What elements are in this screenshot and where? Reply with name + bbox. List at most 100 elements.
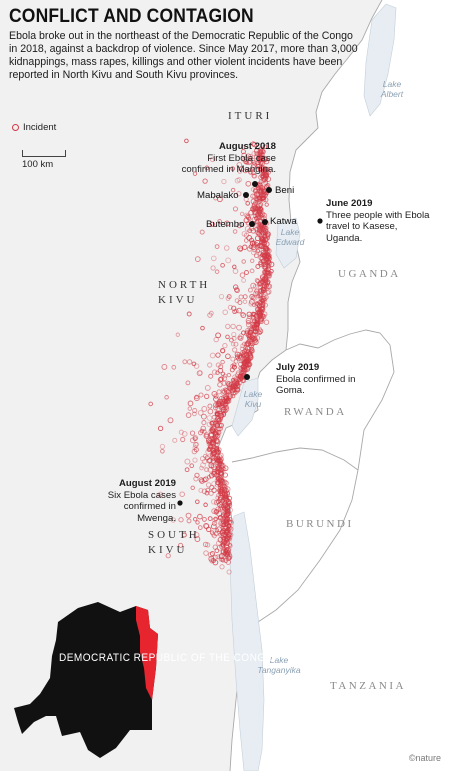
incident-marker <box>255 206 262 213</box>
incident-marker <box>240 311 245 317</box>
incident-marker <box>202 178 208 184</box>
incident-marker <box>230 166 235 171</box>
incident-marker <box>192 411 197 417</box>
incident-marker <box>220 371 226 377</box>
incident-marker <box>207 408 214 415</box>
incident-marker <box>254 288 260 294</box>
incident-marker <box>224 220 230 227</box>
incident-marker <box>209 156 216 163</box>
incident-marker <box>225 296 231 301</box>
incident-marker <box>261 251 268 258</box>
incident-marker <box>175 332 180 337</box>
incident-marker <box>204 467 209 472</box>
incident-marker <box>212 517 218 523</box>
incident-marker <box>201 405 208 412</box>
incident-marker <box>263 319 270 325</box>
incident-marker <box>193 442 199 448</box>
incident-marker <box>215 554 221 560</box>
incident-marker <box>217 404 223 410</box>
incident-marker <box>218 422 224 428</box>
annotation-aug-2019: August 2019 Six Ebola cases confirmed in… <box>86 478 176 524</box>
incident-marker <box>234 177 241 184</box>
incident-marker <box>261 192 267 199</box>
annotation-aug-2018: August 2018 First Ebola case confirmed i… <box>166 141 276 176</box>
incident-marker <box>241 364 247 370</box>
region-ituri: ITURI <box>228 110 273 122</box>
incident-marker <box>202 541 209 548</box>
incident-marker <box>226 294 232 300</box>
country-uganda: UGANDA <box>338 268 401 280</box>
drc-land <box>0 0 382 771</box>
incident-marker <box>226 382 232 389</box>
incident-marker <box>250 170 256 176</box>
incident-marker <box>213 336 219 343</box>
incident-marker <box>256 155 262 161</box>
intro-paragraph: Ebola broke out in the northeast of the … <box>9 30 358 81</box>
annotation-jun-2019-date: June 2019 <box>326 198 373 209</box>
incident-marker <box>191 448 198 455</box>
incident-marker <box>257 307 263 312</box>
incident-marker <box>206 458 212 464</box>
incident-marker <box>225 323 231 330</box>
incident-marker <box>186 518 192 524</box>
incident-marker <box>211 414 217 420</box>
incident-marker <box>223 388 230 394</box>
incident-marker <box>252 284 258 289</box>
incident-marker <box>216 461 223 468</box>
incident-marker <box>227 495 233 501</box>
incident-marker <box>198 487 204 493</box>
incident-marker <box>219 348 226 354</box>
incident-marker <box>225 559 232 565</box>
incident-marker <box>197 513 203 520</box>
incident-marker <box>245 180 252 187</box>
incident-marker <box>250 282 257 289</box>
incident-marker <box>232 206 239 212</box>
incident-marker <box>255 317 261 324</box>
incident-marker <box>245 359 251 365</box>
incident-marker <box>219 500 225 506</box>
incident-marker <box>204 165 210 171</box>
incident-marker <box>210 450 217 456</box>
incident-marker <box>193 395 200 402</box>
incident-marker <box>259 237 266 244</box>
incident-marker <box>217 460 223 466</box>
incident-marker <box>242 294 248 300</box>
incident-marker <box>252 326 258 331</box>
incident-marker <box>257 330 262 336</box>
incident-marker <box>248 301 254 307</box>
incident-marker <box>260 286 266 293</box>
incident-marker <box>243 232 250 238</box>
incident-marker <box>252 247 258 253</box>
incident-marker <box>197 430 203 436</box>
incident-marker <box>240 343 245 349</box>
incident-marker <box>230 393 236 399</box>
incident-marker <box>221 375 228 382</box>
incident-marker <box>186 311 192 317</box>
incident-marker <box>179 491 185 497</box>
incident-marker <box>244 160 250 165</box>
incident-marker <box>159 443 166 450</box>
incident-marker <box>217 382 223 388</box>
incident-marker <box>170 517 176 523</box>
incident-marker <box>238 247 243 252</box>
incident-marker <box>234 386 240 392</box>
incident-marker <box>249 206 255 212</box>
incident-marker <box>236 177 242 183</box>
incident-marker <box>245 330 250 335</box>
incident-marker <box>236 191 242 197</box>
incident-marker <box>205 448 212 455</box>
incident-marker <box>226 524 231 530</box>
incident-marker <box>222 495 228 500</box>
marker-katwa <box>262 219 268 225</box>
incident-marker <box>215 506 221 512</box>
incident-marker <box>267 256 273 261</box>
incident-marker <box>193 476 199 482</box>
incident-marker <box>264 258 270 264</box>
incident-marker <box>218 426 223 431</box>
incident-marker <box>194 256 201 262</box>
incident-marker <box>266 259 272 264</box>
incident-marker <box>245 348 251 354</box>
incident-marker <box>210 499 217 505</box>
incident-marker <box>258 188 264 194</box>
